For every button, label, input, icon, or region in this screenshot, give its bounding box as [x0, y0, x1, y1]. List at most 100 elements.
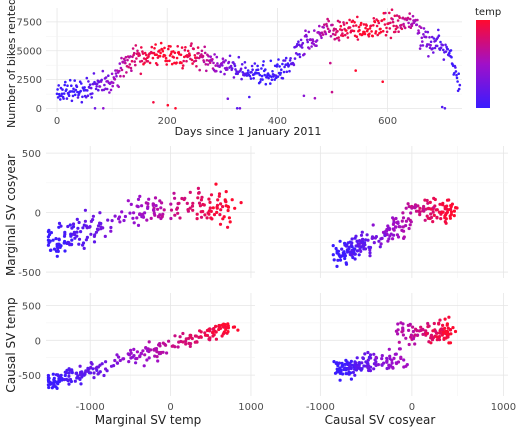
panel-data-point	[406, 217, 410, 221]
panel-data-point	[222, 322, 226, 326]
panel-data-point	[397, 340, 401, 344]
panel-data-point	[353, 363, 358, 367]
panel-data-point	[430, 338, 435, 342]
panel-data-point	[442, 337, 446, 341]
panel-data-point	[429, 215, 434, 220]
top-data-point	[379, 27, 382, 31]
panel-data-point	[343, 362, 347, 366]
panel-data-point	[103, 234, 107, 238]
panel-data-point	[428, 200, 432, 204]
panel-data-point	[348, 250, 352, 254]
panel-data-point	[367, 245, 371, 249]
top-data-point	[397, 30, 400, 33]
panel-data-point	[340, 364, 344, 368]
panel-data-point	[46, 373, 51, 378]
panel-data-point	[408, 323, 412, 327]
panel-data-point	[59, 244, 63, 248]
panel-data-point	[411, 205, 415, 209]
panel-data-point	[146, 206, 150, 210]
panel-data-point	[46, 376, 51, 380]
top-data-point	[375, 24, 379, 28]
panel-data-point	[407, 342, 411, 347]
panel-data-point	[147, 340, 151, 344]
top-data-point	[356, 38, 360, 41]
panel-data-point	[132, 347, 136, 351]
top-grid	[46, 8, 462, 112]
top-data-point	[186, 49, 190, 53]
panel-data-point	[199, 330, 203, 334]
panel-data-point	[67, 371, 71, 375]
panel-data-point	[421, 332, 425, 336]
panel-data-point	[224, 190, 228, 194]
panel-data-point	[337, 253, 341, 257]
panel-data-point	[64, 371, 68, 375]
top-data-point	[240, 77, 243, 81]
panel-data-point	[199, 198, 203, 202]
panel-data-point	[156, 207, 160, 211]
panel-data-point	[47, 228, 51, 232]
top-data-point	[455, 73, 458, 77]
panel-data-point	[401, 322, 405, 326]
panel-data-point	[153, 196, 158, 200]
top-data-point	[184, 46, 187, 49]
panel-data-point	[59, 373, 63, 377]
panel-data-point	[80, 375, 84, 379]
marginal-temp-axis-label: Marginal SV temp	[95, 413, 202, 427]
panel-data-point	[50, 386, 54, 390]
top-data-point	[419, 26, 423, 30]
panel-data-point	[141, 215, 146, 219]
panel-data-point	[424, 332, 429, 336]
panel-data-point	[183, 196, 187, 200]
panel-data-point	[387, 237, 391, 241]
panel-data-point	[350, 237, 354, 241]
panel-data-point	[396, 221, 400, 225]
panel-data-point	[400, 219, 404, 223]
panel-data-point	[218, 213, 222, 217]
panel-data-point	[345, 360, 349, 364]
panel-x-tick-label: 1000	[238, 402, 263, 413]
top-data-point	[104, 76, 108, 79]
top-data-point	[194, 59, 198, 62]
top-data-point	[320, 36, 323, 40]
top-data-point	[111, 81, 115, 85]
panel-data-point	[334, 246, 338, 251]
panel-marginal-temp-vs-marginal-cosyear: -500 0 500	[18, 146, 255, 279]
panel-data-point	[62, 234, 67, 238]
top-data-point	[396, 26, 399, 29]
top-data-point	[444, 43, 447, 47]
top-data-point	[196, 46, 200, 49]
top-data-point	[65, 97, 69, 100]
panel-data-point	[68, 223, 72, 227]
top-data-point	[118, 69, 121, 73]
top-data-point	[393, 14, 397, 18]
panel-data-point	[159, 350, 163, 355]
panel-data-point	[129, 351, 133, 355]
panel-data-point	[404, 336, 408, 340]
panel-data-point	[438, 202, 442, 206]
top-data-point	[345, 29, 348, 32]
top-data-point	[278, 65, 281, 68]
top-y-tick-label: 5000	[17, 46, 42, 57]
panel-data-point	[120, 210, 124, 214]
top-data-point	[155, 53, 158, 56]
panel-data-point	[199, 210, 203, 214]
top-data-point	[283, 65, 286, 69]
panel-data-point	[444, 332, 449, 336]
top-data-point	[304, 29, 307, 32]
panel-data-point	[188, 190, 192, 194]
top-data-point	[243, 61, 247, 64]
top-y-tick-label: 7500	[17, 17, 42, 28]
panel-data-point	[115, 353, 119, 357]
panel-data-point	[340, 247, 344, 251]
panel-data-point	[70, 238, 74, 242]
top-data-point	[422, 33, 425, 36]
top-data-point	[279, 71, 283, 75]
top-data-point	[230, 67, 234, 70]
panel-data-point	[336, 258, 340, 262]
panel-data-point	[142, 364, 146, 368]
panel-data-point	[202, 203, 206, 207]
top-data-point	[260, 67, 263, 70]
top-data-point	[164, 56, 168, 60]
top-data-point	[81, 95, 84, 99]
legend: temp	[475, 7, 501, 108]
